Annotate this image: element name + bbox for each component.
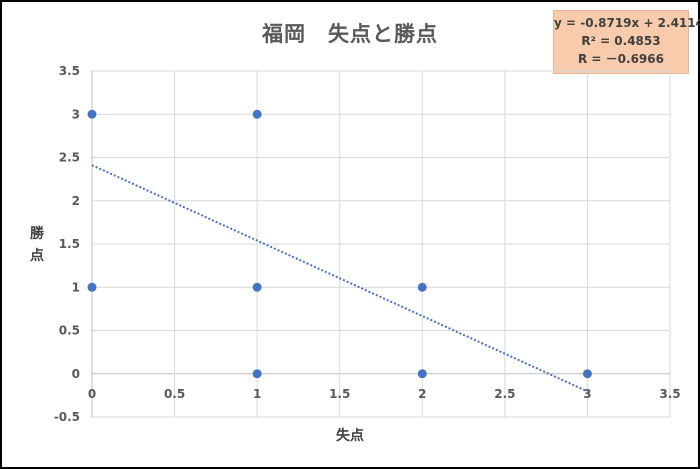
y-tick-label: 2.5	[59, 151, 80, 165]
y-tick-label: 1.5	[59, 237, 80, 251]
x-tick-label: 0.5	[164, 387, 185, 401]
data-point	[87, 282, 97, 292]
data-point	[252, 369, 262, 379]
x-tick-label: 1.5	[329, 387, 350, 401]
data-point	[417, 369, 427, 379]
data-point	[417, 282, 427, 292]
data-point	[252, 282, 262, 292]
chart-title: 福岡 失点と勝点	[262, 22, 438, 46]
y-axis-label: 勝点	[28, 223, 46, 267]
data-point	[252, 109, 262, 119]
regression-annotation: y = -0.8719x + 2.4114 R² = 0.4853 R = －0…	[553, 10, 700, 74]
data-point	[582, 369, 592, 379]
y-tick-label: 0	[72, 367, 80, 381]
y-tick-label: 3.5	[59, 64, 80, 78]
r-squared-label: R² = 0.4853	[581, 34, 661, 48]
trendline	[91, 164, 588, 393]
y-tick-label: 1	[72, 280, 80, 294]
x-tick-label: 0	[88, 387, 96, 401]
x-tick-label: 3.5	[659, 387, 680, 401]
r-label: R = －0.6966	[578, 52, 664, 66]
y-axis-label-char: 勝	[30, 226, 44, 242]
y-tick-label: 0.5	[59, 324, 80, 338]
x-tick-label: 1	[253, 387, 261, 401]
y-axis-label-char: 点	[30, 248, 44, 264]
x-tick-label: 2	[418, 387, 426, 401]
data-point	[87, 109, 97, 119]
x-axis-label: 失点	[336, 428, 364, 444]
y-tick-label: 3	[72, 107, 80, 121]
x-tick-label: 3	[583, 387, 591, 401]
x-tick-label: 2.5	[494, 387, 515, 401]
equation-label: y = -0.8719x + 2.4114	[554, 16, 700, 30]
y-axis-label-text: 勝点	[28, 223, 46, 267]
y-tick-label: -0.5	[54, 410, 80, 424]
y-tick-label: 2	[72, 194, 80, 208]
